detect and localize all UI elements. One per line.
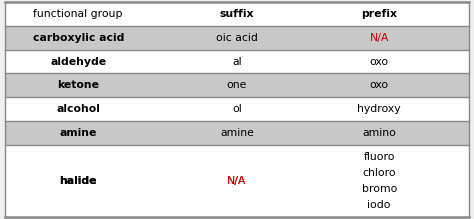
Bar: [5, 97, 469, 121]
Text: one: one: [227, 80, 247, 90]
Text: oxo: oxo: [370, 57, 389, 67]
Text: N/A: N/A: [228, 176, 246, 186]
Bar: [5, 121, 469, 145]
Text: fluoro: fluoro: [364, 152, 395, 162]
Text: amino: amino: [362, 128, 396, 138]
Text: carboxylic acid: carboxylic acid: [33, 33, 124, 43]
Text: bromo: bromo: [362, 184, 397, 194]
Text: ketone: ketone: [57, 80, 99, 90]
Bar: [5, 2, 469, 26]
Text: halide: halide: [59, 176, 97, 186]
Text: oic acid: oic acid: [216, 33, 258, 43]
Text: iodo: iodo: [367, 200, 391, 210]
Text: prefix: prefix: [361, 9, 397, 19]
Text: hydroxy: hydroxy: [357, 104, 401, 114]
Text: N/A: N/A: [228, 176, 246, 186]
Text: ol: ol: [232, 104, 242, 114]
Bar: [5, 26, 469, 50]
Text: aldehyde: aldehyde: [50, 57, 106, 67]
Text: suffix: suffix: [220, 9, 254, 19]
Text: al: al: [232, 57, 242, 67]
Text: alcohol: alcohol: [56, 104, 100, 114]
Text: oxo: oxo: [370, 80, 389, 90]
Bar: [5, 145, 469, 217]
Text: amine: amine: [220, 128, 254, 138]
Text: functional group: functional group: [34, 9, 123, 19]
Text: N/A: N/A: [370, 33, 389, 43]
Text: halide: halide: [59, 176, 97, 186]
Bar: [5, 73, 469, 97]
Bar: [5, 50, 469, 73]
Text: chloro: chloro: [363, 168, 396, 178]
Text: amine: amine: [60, 128, 97, 138]
